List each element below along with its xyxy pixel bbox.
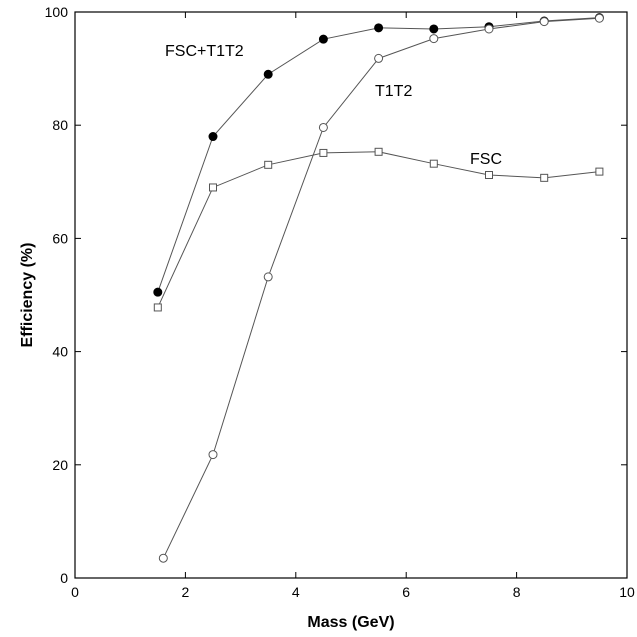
data-point [374,53,384,63]
data-point [429,34,439,44]
data-point [153,303,162,312]
x-tick-label: 0 [71,584,79,600]
y-axis-label: Efficiency (%) [19,243,36,348]
data-point [484,24,494,34]
y-tick-label: 80 [52,117,68,133]
data-point [319,148,328,157]
series-fsc [153,147,604,312]
data-point [158,553,168,563]
data-point [374,147,383,156]
data-point [263,272,273,282]
y-tick-label: 100 [45,4,69,20]
series-line-fsc [157,151,600,308]
data-point [485,171,493,180]
x-tick-label: 4 [292,584,300,600]
data-point [318,34,328,44]
data-point [595,167,604,176]
x-tick-label: 2 [182,584,190,600]
series-t1t2 [158,13,604,563]
series-label-t1t2: T1T2 [375,83,412,100]
y-tick-label: 0 [60,570,68,586]
data-point [153,287,163,297]
data-point [429,24,439,34]
data-point [540,173,549,182]
y-tick-label: 60 [52,230,68,246]
data-point [208,132,218,142]
y-tick-label: 20 [52,457,68,473]
data-point [209,183,217,192]
data-point [539,17,549,27]
data-point [264,160,273,169]
series-label-fsc-t1t2: FSC+T1T2 [165,43,244,60]
series-label-fsc: FSC [470,151,502,168]
series-labels: FSC+T1T2 T1T2 FSC [165,43,502,168]
data-point [429,159,438,168]
plot-frame [74,11,628,579]
x-tick-label: 8 [513,584,521,600]
data-point [374,23,384,33]
data-point [263,69,273,79]
x-tick-label: 6 [402,584,410,600]
x-tick-label: 10 [619,584,635,600]
data-point [594,13,604,23]
data-point [318,122,328,132]
y-tick-label: 40 [52,344,68,360]
x-axis-label: Mass (GeV) [307,614,394,631]
data-point [208,450,218,460]
series-layer [153,13,604,563]
